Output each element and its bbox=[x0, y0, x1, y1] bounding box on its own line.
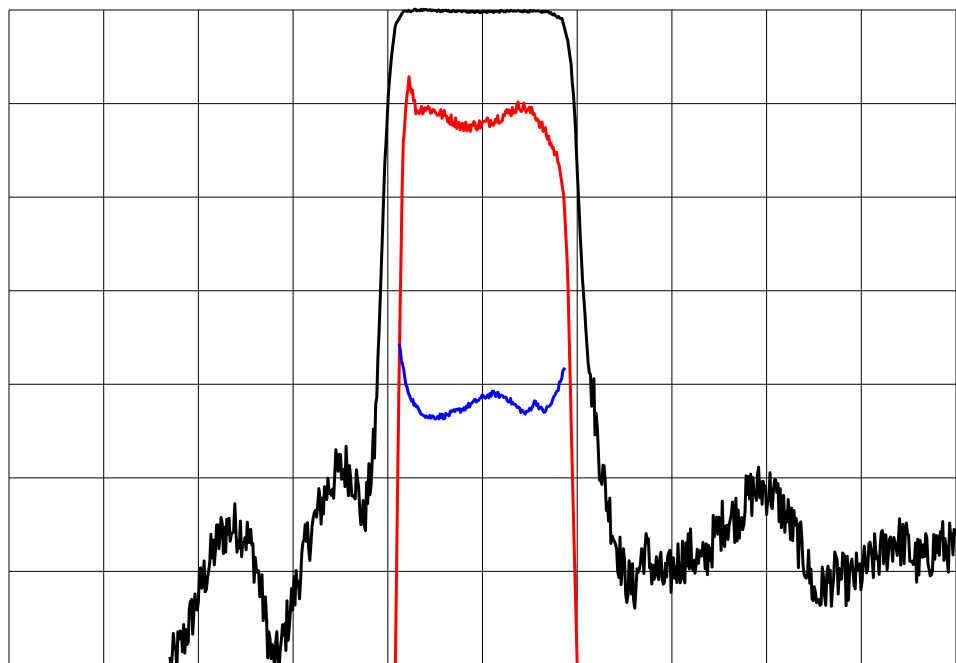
series-line-2 bbox=[393, 75, 579, 663]
chart-series bbox=[168, 7, 956, 663]
series-line-1 bbox=[168, 7, 956, 663]
series-line-3 bbox=[397, 343, 567, 421]
